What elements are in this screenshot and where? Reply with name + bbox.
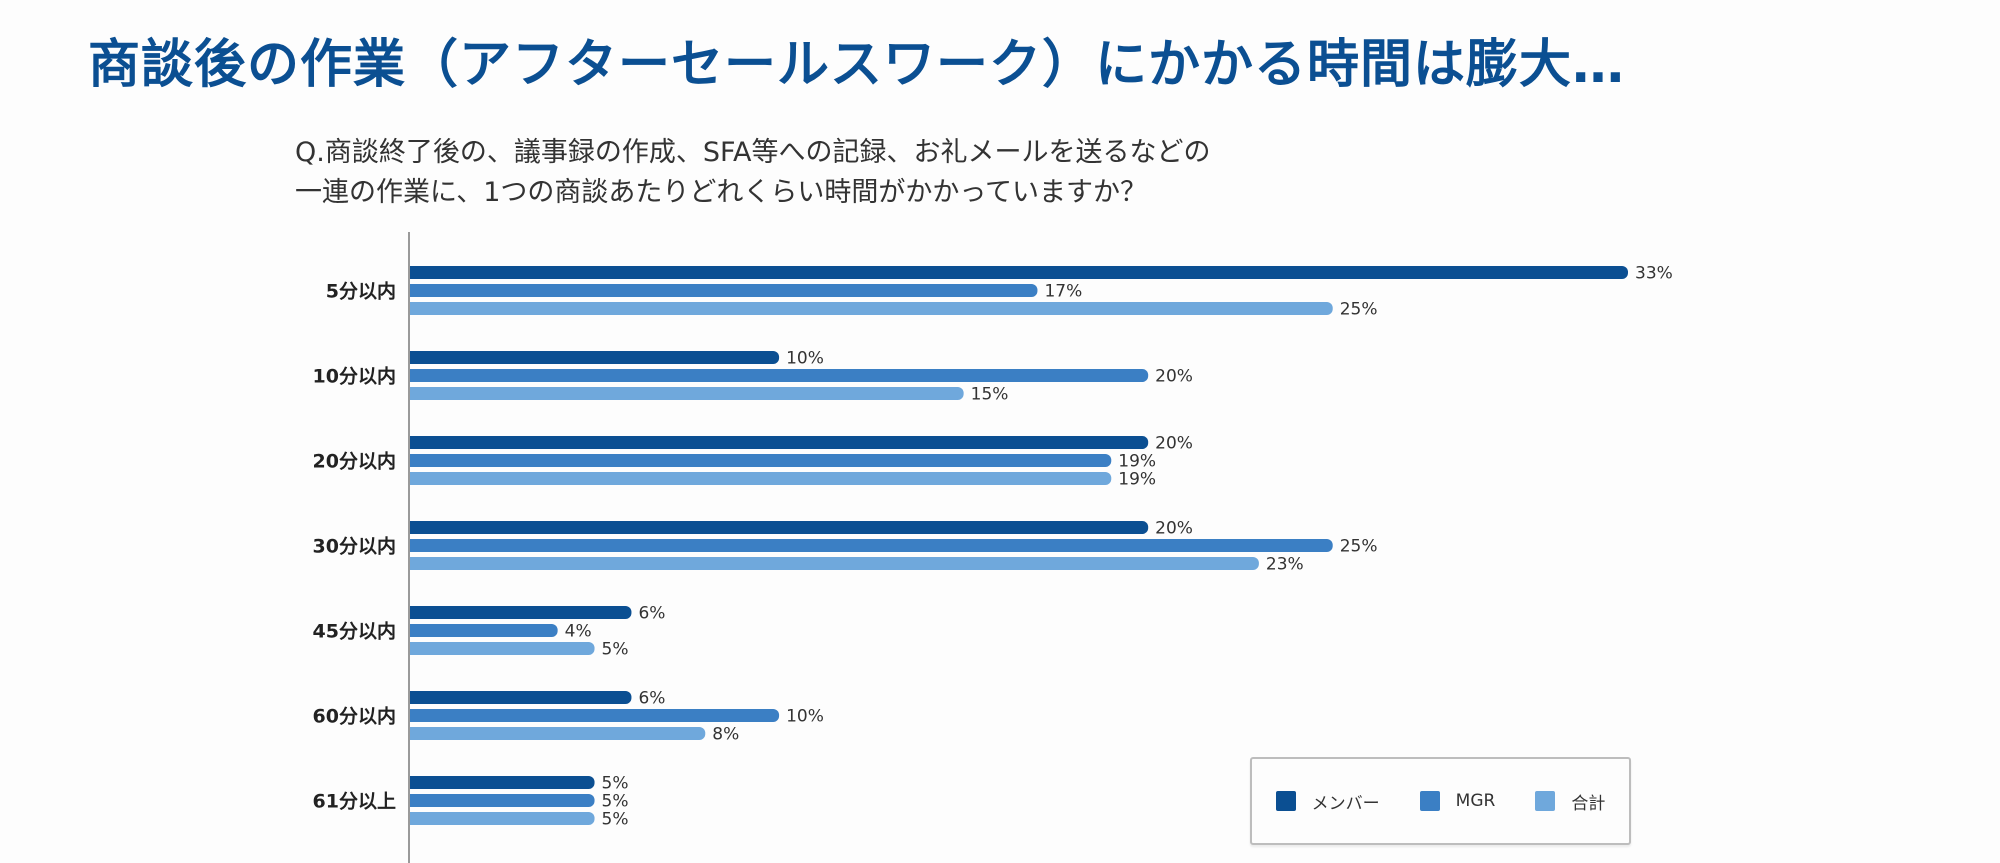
page-title: 商談後の作業（アフターセールスワーク）にかかる時間は膨大… (88, 35, 1626, 95)
value-label: 20% (1155, 434, 1193, 454)
legend: メンバー MGR 合計 (1250, 757, 1631, 845)
bar-left-edge (410, 794, 418, 807)
bar-member (410, 351, 780, 364)
bar-left-edge (410, 776, 418, 789)
value-label: 20% (1155, 519, 1193, 539)
bar-left-edge (410, 557, 418, 570)
value-label: 19% (1118, 452, 1156, 472)
value-label: 5% (602, 640, 629, 660)
value-label: 10% (786, 349, 824, 369)
legend-swatch (1419, 791, 1440, 811)
bar-total (410, 812, 595, 825)
value-label: 23% (1266, 555, 1304, 575)
bar-left-edge (410, 369, 418, 382)
bar-left-edge (410, 266, 418, 279)
value-label: 10% (786, 707, 824, 727)
bar-left-edge (410, 812, 418, 825)
bar-left-edge (410, 436, 418, 449)
bar-member (410, 606, 632, 619)
bar-total (410, 472, 1112, 485)
bar-left-edge (410, 302, 418, 315)
value-label: 15% (971, 385, 1009, 405)
value-label: 20% (1155, 367, 1193, 387)
bar-left-edge (410, 472, 418, 485)
question-line-2: 一連の作業に、1つの商談あたりどれくらい時間がかかっていますか？ (295, 177, 1148, 208)
survey-question: Q.商談終了後の、議事録の作成、SFA等への記録、お礼メールを送るなどの 一連の… (295, 133, 1211, 213)
legend-item: 合計 (1535, 789, 1605, 814)
bar-member (410, 521, 1149, 534)
bar-total (410, 727, 706, 740)
category-label: 10分以内 (313, 365, 396, 388)
category-label: 5分以内 (326, 280, 396, 303)
bar-total (410, 387, 964, 400)
bar-mgr (410, 284, 1038, 297)
legend-label: メンバー (1311, 793, 1380, 814)
bar-mgr (410, 539, 1333, 552)
category-labels: 5分以内 10分以内 20分以内 30分以内 45分以内 60分以内 61分以上 (313, 280, 396, 813)
bar-mgr (410, 369, 1149, 382)
bar-member (410, 266, 1628, 279)
legend-label: MGR (1455, 791, 1496, 811)
bar-left-edge (410, 691, 418, 704)
value-label: 5% (602, 792, 629, 812)
value-label: 19% (1118, 470, 1156, 490)
bar-left-edge (410, 624, 418, 637)
legend-item: メンバー (1275, 789, 1380, 814)
category-label: 30分以内 (313, 535, 396, 558)
bar-total (410, 302, 1333, 315)
bar-member (410, 776, 595, 789)
bar-mgr (410, 794, 595, 807)
value-label: 4% (565, 622, 592, 642)
bar-left-edge (410, 454, 418, 467)
value-label: 25% (1340, 300, 1378, 320)
category-label: 61分以上 (313, 791, 396, 813)
bar-total (410, 642, 595, 655)
bar-left-edge (410, 606, 418, 619)
category-label: 60分以内 (313, 705, 396, 728)
bars-group (410, 266, 1628, 825)
bar-left-edge (410, 284, 418, 297)
bar-total (410, 557, 1259, 570)
bar-left-edge (410, 539, 418, 552)
value-label: 5% (602, 810, 629, 830)
category-label: 45分以内 (313, 620, 396, 643)
bar-mgr (410, 624, 558, 637)
value-label: 8% (712, 725, 739, 745)
legend-swatch (1535, 791, 1556, 811)
category-label: 20分以内 (313, 450, 396, 473)
bar-mgr (410, 709, 780, 722)
legend-item: MGR (1419, 791, 1496, 811)
value-label: 33% (1635, 264, 1673, 284)
bar-left-edge (410, 521, 418, 534)
value-label: 25% (1340, 537, 1378, 557)
bar-left-edge (410, 351, 418, 364)
legend-label: 合計 (1571, 793, 1606, 814)
bar-member (410, 691, 632, 704)
bar-mgr (410, 454, 1112, 467)
value-label: 6% (638, 604, 665, 624)
value-label: 17% (1044, 282, 1082, 302)
bar-left-edge (410, 709, 418, 722)
bar-left-edge (410, 642, 418, 655)
bar-left-edge (410, 727, 418, 740)
value-labels: 33%17%25%10%20%15%20%19%19%20%25%23%6%4%… (565, 264, 1673, 830)
legend-swatch (1275, 791, 1296, 811)
question-line-1: Q.商談終了後の、議事録の作成、SFA等への記録、お礼メールを送るなどの (295, 137, 1211, 168)
bar-member (410, 436, 1149, 449)
bar-left-edge (410, 387, 418, 400)
value-label: 5% (602, 774, 629, 794)
value-label: 6% (638, 689, 665, 709)
